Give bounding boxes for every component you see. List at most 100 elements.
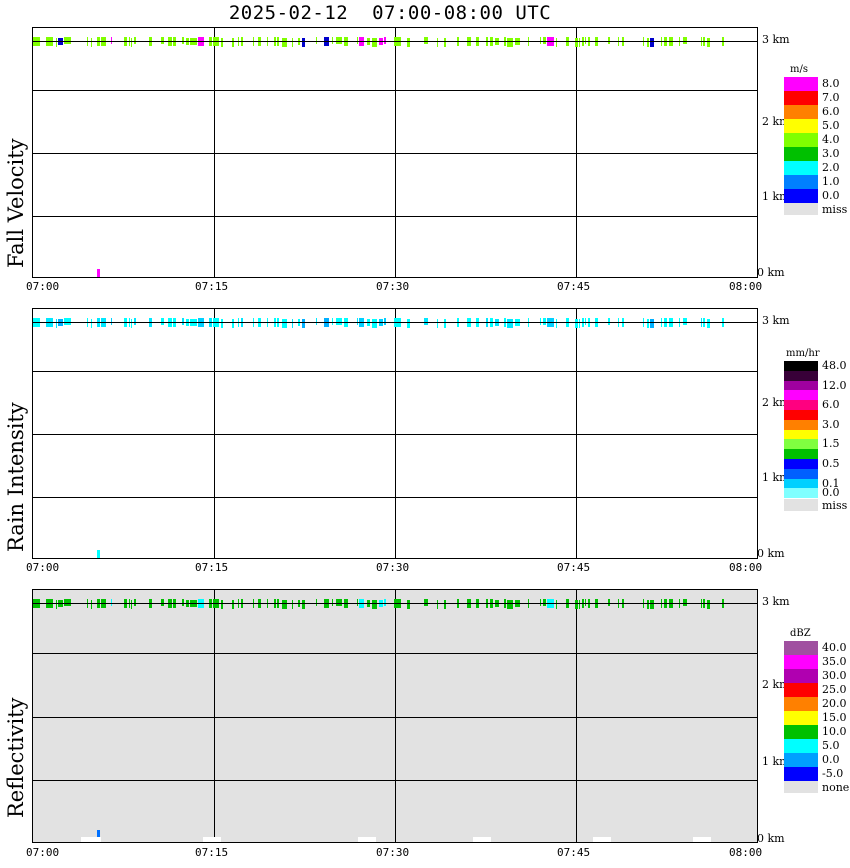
colorbar-swatch	[784, 753, 818, 767]
data-mark	[437, 600, 438, 609]
colorbar-1-units: m/s	[790, 64, 808, 75]
data-mark	[683, 318, 687, 325]
data-mark	[302, 319, 305, 328]
y-tick-label: 2 km	[762, 678, 790, 691]
data-mark	[134, 599, 136, 606]
colorbar-1-missing-label: miss	[822, 203, 848, 216]
y-tick-label: 2 km	[762, 115, 790, 128]
colorbar-tick-label: 15.0	[822, 711, 847, 724]
data-mark	[608, 318, 610, 325]
colorbar-tick-label: 5.0	[822, 119, 840, 132]
colorbar-swatch	[784, 655, 818, 669]
data-mark	[357, 37, 358, 44]
data-mark	[56, 38, 57, 47]
data-mark	[579, 600, 580, 609]
y-tick-label: 2 km	[762, 396, 790, 409]
colorbar-tick-label: 0.1	[822, 476, 840, 490]
data-mark	[707, 38, 710, 47]
data-mark	[650, 600, 654, 609]
colorbar-tick-label: 25.0	[822, 683, 847, 696]
data-mark	[444, 319, 446, 328]
data-mark	[608, 37, 610, 44]
data-mark	[336, 37, 342, 44]
data-mark	[444, 600, 446, 609]
colorbar-tick-label: 0.0	[822, 486, 840, 500]
x-tick-label: 07:30	[376, 280, 410, 293]
y-tick-label: 1 km	[762, 190, 790, 203]
echo-top-reference-line	[33, 603, 757, 604]
data-mark	[111, 318, 112, 325]
data-mark	[161, 318, 164, 325]
gridline-vertical	[576, 309, 577, 558]
colorbar-tick-label: 7.0	[822, 91, 840, 104]
data-mark	[540, 318, 541, 325]
panel-3-y-axis-title: Reflectivity	[4, 697, 28, 818]
colorbar-swatch	[784, 641, 818, 655]
colorbar-swatch	[784, 669, 818, 683]
data-mark	[579, 38, 580, 47]
no-data-patch	[203, 837, 221, 842]
y-tick-label: 0 km	[757, 547, 785, 560]
colorbar-swatch	[784, 380, 818, 391]
panel-reflectivity[interactable]	[32, 589, 758, 843]
data-mark	[91, 319, 92, 328]
data-mark	[111, 599, 112, 606]
no-data-patch	[473, 837, 491, 842]
colorbar-1-missing-swatch	[784, 203, 818, 215]
panel-rain-intensity[interactable]	[32, 308, 758, 559]
data-mark	[232, 600, 234, 609]
gridline-vertical	[395, 309, 396, 558]
colorbar-swatch	[784, 725, 818, 739]
panel-1-plot-area[interactable]	[33, 28, 757, 277]
data-mark	[336, 599, 342, 606]
x-tick-label: 07:45	[557, 280, 591, 293]
panel-3-plot-area[interactable]	[33, 590, 757, 842]
data-mark	[182, 37, 184, 44]
data-mark	[56, 600, 57, 609]
data-mark	[543, 318, 546, 325]
colorbar-swatch	[784, 390, 818, 401]
data-mark	[357, 599, 358, 606]
colorbar-swatch	[784, 488, 818, 499]
colorbar-swatch	[784, 147, 818, 161]
data-mark	[437, 38, 438, 47]
data-mark	[407, 38, 410, 47]
data-mark	[585, 599, 586, 606]
panel-2-plot-area[interactable]	[33, 309, 757, 558]
colorbar-tick-label: 20.0	[822, 697, 847, 710]
no-data-patch	[81, 837, 101, 842]
colorbar-tick-label: 10.0	[822, 725, 847, 738]
data-mark	[131, 38, 132, 47]
colorbar-3-swatches	[784, 641, 818, 781]
data-mark	[302, 600, 305, 609]
colorbar-2-units: mm/hr	[786, 348, 820, 359]
data-mark	[543, 599, 546, 606]
colorbar-tick-label: 2.0	[822, 161, 840, 174]
data-mark	[608, 599, 610, 606]
data-mark	[221, 600, 223, 609]
data-mark	[372, 319, 377, 328]
echo-top-reference-line	[33, 41, 757, 42]
data-mark	[131, 600, 132, 609]
data-mark	[647, 38, 649, 47]
panel-fall-velocity[interactable]	[32, 27, 758, 278]
data-mark	[540, 599, 541, 606]
data-mark	[650, 319, 654, 328]
data-mark	[282, 600, 287, 609]
y-tick-label: 1 km	[762, 755, 790, 768]
page-title: 2025-02-12 07:00-08:00 UTC	[228, 2, 552, 24]
data-mark	[372, 38, 377, 47]
colorbar-tick-label: 3.0	[822, 147, 840, 160]
colorbar-swatch	[784, 439, 818, 450]
data-mark	[134, 37, 136, 44]
data-mark	[161, 37, 164, 44]
colorbar-tick-label: 0.5	[822, 456, 840, 470]
colorbar-swatch	[784, 133, 818, 147]
no-data-patch	[593, 837, 611, 842]
colorbar-2-swatches	[784, 361, 818, 499]
colorbar-swatch	[784, 361, 818, 371]
data-mark	[683, 37, 687, 44]
data-mark	[683, 599, 687, 606]
data-mark	[384, 37, 386, 44]
colorbar-swatch	[784, 683, 818, 697]
